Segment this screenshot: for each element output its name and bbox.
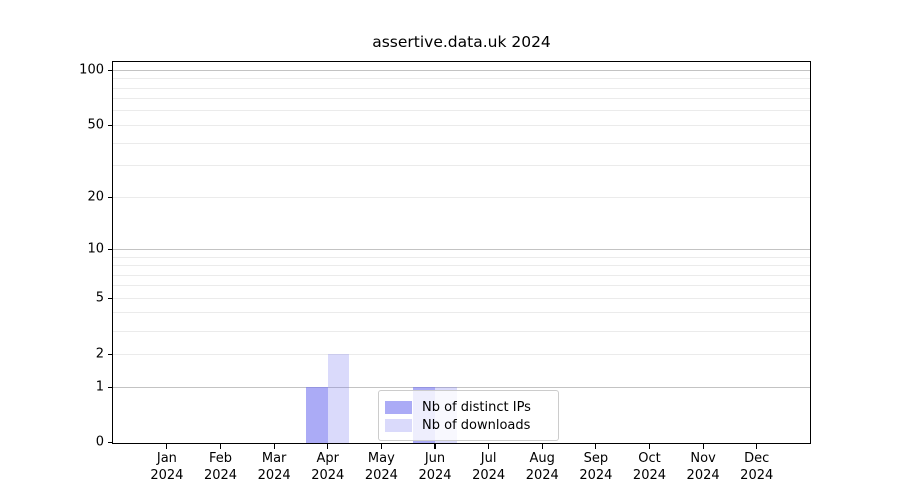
bar-downloads-apr [327, 354, 350, 443]
x-tick-month: Oct [638, 451, 661, 466]
x-tick-mark [327, 444, 329, 449]
y-tick-mark [108, 386, 112, 388]
x-tick-month: May [367, 451, 395, 466]
y-tick-label: 0 [95, 434, 104, 450]
y-tick-mark [108, 297, 112, 299]
y-tick-label: 100 [79, 62, 104, 78]
x-tick-mark [702, 444, 704, 449]
minor-gridline [113, 78, 810, 80]
minor-gridline [113, 274, 810, 276]
x-tick-label-jun: Jun 2024 [405, 450, 465, 484]
minor-gridline [113, 312, 810, 314]
x-tick-mark [166, 444, 168, 449]
x-tick-year: 2024 [579, 468, 613, 483]
legend-item-downloads: Nb of downloads [385, 416, 550, 434]
chart-title: assertive.data.uk 2024 [372, 33, 551, 51]
y-tick-label: 1 [95, 379, 104, 395]
x-tick-mark [595, 444, 597, 449]
legend-swatch-distinct-ips-icon [385, 400, 412, 414]
x-tick-mark [273, 444, 275, 449]
x-tick-year: 2024 [686, 468, 720, 483]
x-tick-label-aug: Aug 2024 [512, 450, 572, 484]
x-tick-month: Feb [209, 451, 233, 466]
minor-gridline [113, 265, 810, 266]
minor-gridline [113, 256, 810, 258]
x-tick-month: Sep [583, 451, 609, 466]
x-tick-label-jul: Jul 2024 [459, 450, 519, 484]
legend-label-downloads: Nb of downloads [422, 417, 531, 433]
minor-gridline [113, 297, 810, 299]
y-tick-mark [108, 353, 112, 355]
minor-gridline [113, 285, 810, 287]
x-tick-month: Apr [316, 451, 340, 466]
x-tick-year: 2024 [364, 468, 398, 483]
x-tick-month: Jul [480, 451, 497, 466]
minor-gridline [113, 353, 810, 355]
x-tick-label-oct: Oct 2024 [619, 450, 679, 484]
minor-gridline [113, 165, 810, 167]
x-tick-label-jan: Jan 2024 [137, 450, 197, 484]
x-tick-label-nov: Nov 2024 [673, 450, 733, 484]
x-tick-month: Jun [424, 451, 446, 466]
x-tick-label-mar: Mar 2024 [244, 450, 304, 484]
y-tick-label: 5 [95, 290, 104, 306]
legend-label-distinct-ips: Nb of distinct IPs [422, 399, 531, 415]
x-tick-year: 2024 [311, 468, 345, 483]
x-tick-month: Jan [156, 451, 177, 466]
x-tick-label-apr: Apr 2024 [298, 450, 358, 484]
x-tick-mark [488, 444, 490, 449]
minor-gridline [113, 98, 810, 100]
x-tick-label-feb: Feb 2024 [191, 450, 251, 484]
x-tick-year: 2024 [740, 468, 774, 483]
minor-gridline [113, 196, 810, 198]
x-tick-year: 2024 [203, 468, 238, 483]
y-tick-mark [108, 69, 112, 71]
x-tick-mark [541, 444, 543, 449]
minor-gridline [113, 87, 810, 89]
x-tick-year: 2024 [257, 468, 291, 483]
y-tick-label: 50 [87, 117, 104, 133]
y-tick-label: 2 [95, 346, 104, 362]
x-tick-mark [219, 444, 222, 449]
minor-gridline [113, 330, 810, 332]
minor-gridline [113, 110, 810, 112]
x-tick-label-sep: Sep 2024 [566, 450, 626, 484]
x-tick-mark [756, 444, 758, 449]
minor-gridline [113, 124, 810, 126]
x-tick-month: Mar [261, 451, 287, 466]
x-tick-mark [648, 444, 651, 449]
y-tick-label: 10 [87, 241, 104, 257]
y-tick-mark [108, 124, 112, 127]
minor-gridline [113, 142, 810, 144]
x-tick-mark [434, 444, 436, 449]
x-tick-month: Dec [744, 451, 770, 466]
y-tick-mark [108, 248, 112, 250]
x-tick-year: 2024 [632, 468, 667, 483]
x-tick-year: 2024 [525, 468, 559, 483]
plot-area: 100 50 20 10 5 2 1 0 Jan 2024 Feb 2024 Mar 2024 Apr 20… [79, 61, 811, 483]
major-gridline [113, 69, 810, 71]
x-tick-mark [380, 444, 382, 449]
x-tick-label-dec: Dec 2024 [727, 450, 787, 484]
x-tick-year: 2024 [418, 468, 452, 483]
x-tick-label-may: May 2024 [351, 450, 411, 484]
x-tick-year: 2024 [150, 468, 184, 483]
y-tick-mark [108, 441, 112, 443]
x-tick-month: Nov [690, 451, 716, 466]
major-gridline [113, 248, 810, 250]
major-gridline [113, 386, 810, 388]
y-tick-label: 20 [87, 189, 104, 205]
legend: Nb of distinct IPs Nb of downloads [378, 390, 559, 441]
x-tick-month: Aug [529, 451, 555, 466]
bar-distinct-ips-apr [306, 387, 328, 443]
y-tick-mark [108, 196, 112, 198]
legend-item-distinct-ips: Nb of distinct IPs [385, 398, 550, 416]
x-tick-year: 2024 [472, 468, 506, 483]
legend-swatch-downloads-icon [385, 418, 412, 432]
